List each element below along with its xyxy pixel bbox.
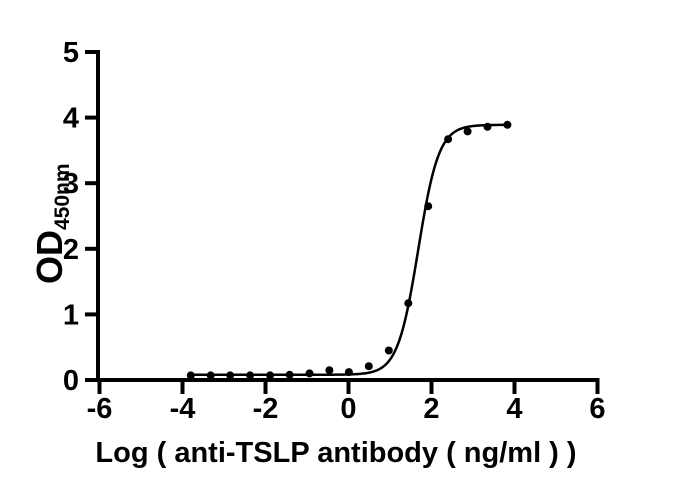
- y-tick-label: 0: [63, 365, 79, 397]
- data-point: [305, 369, 314, 378]
- x-axis-title: Log ( anti-TSLP antibody ( ng/ml ) ): [95, 437, 576, 469]
- y-tick-label: 1: [63, 299, 79, 331]
- data-point: [226, 371, 235, 380]
- data-point: [246, 371, 255, 380]
- y-axis-title-subscript: 450nm: [51, 163, 74, 230]
- data-point: [285, 370, 294, 379]
- data-point: [503, 120, 512, 129]
- data-point: [483, 122, 492, 131]
- y-axis-title: OD450nm: [29, 163, 74, 284]
- data-point: [424, 202, 433, 211]
- x-tick-label: -4: [170, 393, 196, 425]
- data-point: [404, 299, 413, 308]
- x-tick-label: -2: [253, 393, 279, 425]
- y-axis-title-main: OD: [29, 230, 70, 284]
- x-tick-label: 4: [506, 393, 522, 425]
- data-point: [364, 362, 373, 371]
- y-tick-label: 3: [63, 168, 79, 200]
- fit-curve-line: [189, 123, 509, 376]
- data-point: [444, 135, 453, 144]
- data-point: [186, 371, 195, 380]
- data-point: [384, 346, 393, 355]
- y-tick-label: 4: [63, 103, 79, 135]
- y-tick-label: 5: [63, 37, 79, 69]
- data-point: [463, 127, 472, 136]
- x-tick-label: 2: [423, 393, 439, 425]
- data-point: [344, 368, 353, 377]
- x-tick-label: 0: [340, 393, 356, 425]
- y-tick-label: 2: [63, 234, 79, 266]
- data-point: [206, 371, 215, 380]
- x-tick-label: -6: [87, 393, 113, 425]
- data-point: [325, 366, 334, 375]
- data-point: [266, 371, 275, 380]
- x-tick-label: 6: [589, 393, 605, 425]
